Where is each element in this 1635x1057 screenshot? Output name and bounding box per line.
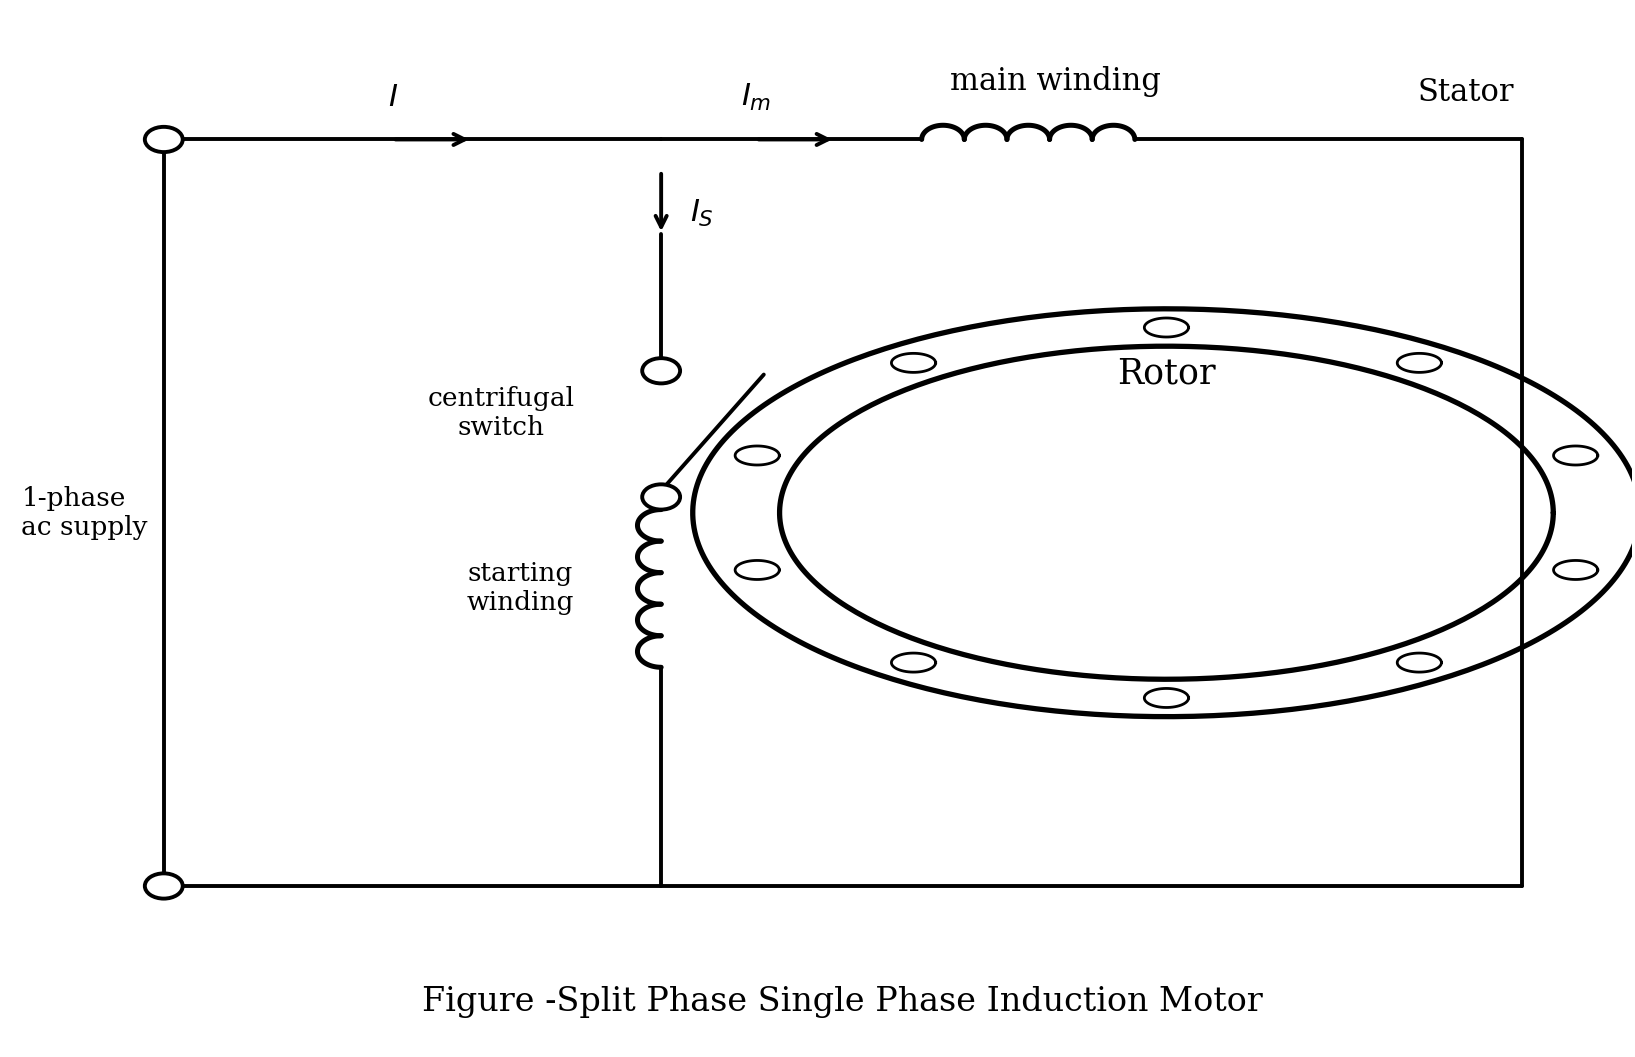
Circle shape (146, 127, 183, 152)
Polygon shape (1398, 653, 1442, 672)
Circle shape (643, 484, 680, 509)
Polygon shape (736, 560, 780, 579)
Text: Figure -Split Phase Single Phase Induction Motor: Figure -Split Phase Single Phase Inducti… (422, 985, 1264, 1018)
Text: Rotor: Rotor (1117, 356, 1216, 390)
Text: centrifugal
switch: centrifugal switch (427, 386, 574, 440)
Polygon shape (1144, 688, 1189, 707)
Text: Stator: Stator (1418, 77, 1514, 108)
Text: starting
winding: starting winding (468, 561, 574, 615)
Text: main winding: main winding (950, 67, 1161, 97)
Polygon shape (891, 653, 935, 672)
Text: $I_S$: $I_S$ (690, 198, 713, 228)
Polygon shape (1553, 446, 1597, 465)
Polygon shape (1144, 318, 1189, 337)
Text: $I$: $I$ (387, 82, 397, 113)
Polygon shape (1398, 353, 1442, 372)
Text: $I_m$: $I_m$ (741, 82, 772, 113)
Text: 1-phase
ac supply: 1-phase ac supply (21, 486, 149, 540)
Polygon shape (1553, 560, 1597, 579)
Circle shape (146, 873, 183, 898)
Polygon shape (891, 353, 935, 372)
Polygon shape (736, 446, 780, 465)
Circle shape (643, 358, 680, 384)
